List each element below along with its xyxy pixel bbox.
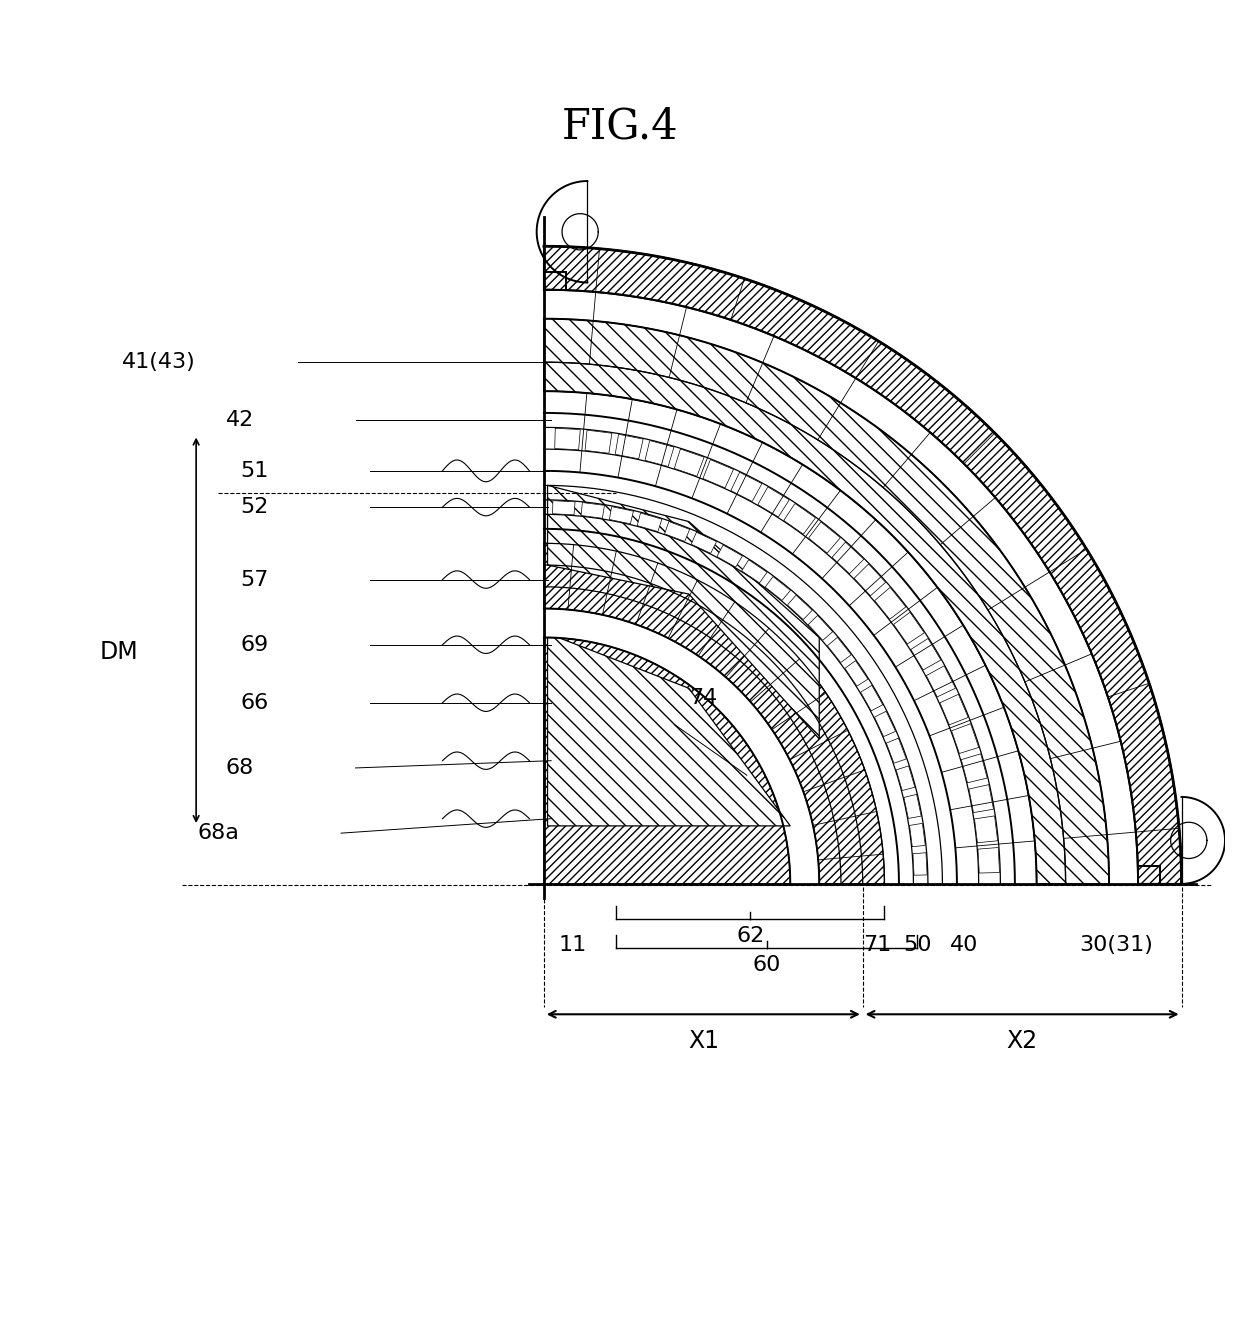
Polygon shape bbox=[691, 532, 717, 553]
Polygon shape bbox=[832, 543, 864, 573]
Text: 62: 62 bbox=[737, 926, 765, 946]
Polygon shape bbox=[553, 501, 575, 515]
Polygon shape bbox=[961, 754, 987, 782]
Polygon shape bbox=[827, 637, 851, 663]
Polygon shape bbox=[940, 694, 968, 725]
Polygon shape bbox=[742, 560, 768, 583]
Text: 57: 57 bbox=[241, 569, 269, 589]
Title: FIG.4: FIG.4 bbox=[562, 105, 678, 148]
Polygon shape bbox=[887, 738, 906, 764]
Polygon shape bbox=[544, 247, 1182, 884]
Polygon shape bbox=[548, 485, 820, 738]
Polygon shape bbox=[585, 431, 611, 453]
Polygon shape bbox=[758, 487, 790, 517]
Text: 69: 69 bbox=[241, 635, 269, 655]
Polygon shape bbox=[874, 712, 895, 737]
Polygon shape bbox=[911, 639, 941, 670]
Polygon shape bbox=[784, 504, 816, 535]
Text: 60: 60 bbox=[753, 954, 781, 974]
Polygon shape bbox=[675, 449, 704, 476]
Text: 74: 74 bbox=[689, 688, 718, 708]
Polygon shape bbox=[874, 588, 906, 620]
Text: 41(43): 41(43) bbox=[123, 352, 196, 372]
Polygon shape bbox=[544, 544, 884, 884]
Polygon shape bbox=[861, 685, 883, 710]
Polygon shape bbox=[730, 472, 761, 501]
Text: 68: 68 bbox=[226, 758, 254, 778]
Text: 50: 50 bbox=[903, 934, 931, 954]
Polygon shape bbox=[975, 816, 998, 842]
Polygon shape bbox=[904, 794, 921, 818]
Text: 51: 51 bbox=[241, 461, 269, 481]
Polygon shape bbox=[909, 824, 925, 846]
Polygon shape bbox=[703, 460, 734, 488]
Polygon shape bbox=[913, 853, 928, 876]
Text: 52: 52 bbox=[241, 497, 269, 517]
Text: 40: 40 bbox=[950, 934, 978, 954]
Text: DM: DM bbox=[99, 640, 138, 664]
Polygon shape bbox=[808, 523, 841, 553]
Polygon shape bbox=[544, 637, 790, 884]
Polygon shape bbox=[854, 564, 885, 596]
Polygon shape bbox=[665, 521, 689, 541]
Text: 68a: 68a bbox=[197, 824, 239, 844]
Polygon shape bbox=[926, 666, 956, 697]
Text: X2: X2 bbox=[1007, 1029, 1038, 1053]
Text: 71: 71 bbox=[863, 934, 892, 954]
Text: X1: X1 bbox=[688, 1029, 719, 1053]
Polygon shape bbox=[978, 848, 999, 873]
Polygon shape bbox=[554, 428, 580, 449]
Polygon shape bbox=[894, 612, 924, 644]
Polygon shape bbox=[787, 595, 812, 620]
Polygon shape bbox=[544, 319, 1109, 884]
Polygon shape bbox=[645, 441, 673, 467]
Polygon shape bbox=[548, 637, 790, 826]
Polygon shape bbox=[637, 513, 662, 532]
Polygon shape bbox=[844, 661, 868, 686]
Text: 66: 66 bbox=[241, 693, 269, 713]
Polygon shape bbox=[765, 577, 790, 600]
Polygon shape bbox=[615, 435, 644, 459]
Polygon shape bbox=[582, 503, 604, 519]
Polygon shape bbox=[897, 766, 915, 790]
Polygon shape bbox=[717, 545, 743, 567]
Text: 30(31): 30(31) bbox=[1079, 934, 1153, 954]
Polygon shape bbox=[609, 507, 634, 524]
Polygon shape bbox=[951, 724, 978, 753]
Polygon shape bbox=[968, 785, 993, 813]
Polygon shape bbox=[544, 363, 1065, 884]
Text: 11: 11 bbox=[559, 934, 587, 954]
Text: 42: 42 bbox=[226, 411, 254, 431]
Polygon shape bbox=[808, 616, 832, 640]
